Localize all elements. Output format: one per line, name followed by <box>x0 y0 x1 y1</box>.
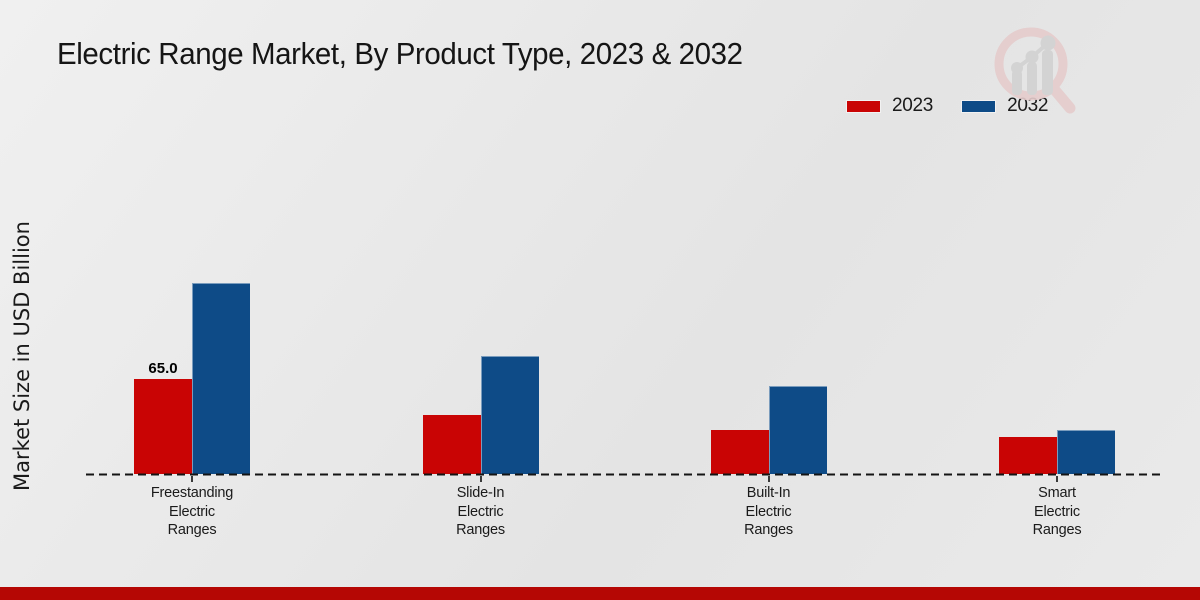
legend-item-2032: 2032 <box>961 95 1048 117</box>
bar-2023-built-in-electric-ranges <box>710 429 769 474</box>
legend-label-2032: 2032 <box>1007 95 1049 116</box>
bar-2023-freestanding-electric-ranges <box>134 378 192 474</box>
bar-2023-slide-in-electric-ranges <box>422 415 481 474</box>
x-axis-baseline <box>86 473 1164 476</box>
legend-label-2023: 2023 <box>892 95 934 116</box>
x-axis-label-built-in-electric-ranges: Built-In Electric Ranges <box>744 485 793 538</box>
bar-data-label-2023-freestanding-electric-ranges: 65.0 <box>148 359 178 377</box>
bar-2023-smart-electric-ranges <box>999 437 1057 474</box>
legend-item-2023: 2023 <box>846 95 933 117</box>
x-axis-label-smart-electric-ranges: Smart Electric Ranges <box>1032 485 1082 538</box>
x-axis-tick-slide-in-electric-ranges <box>479 476 482 482</box>
bar-2032-slide-in-electric-ranges <box>480 356 539 474</box>
legend-swatch-2023 <box>846 99 881 113</box>
x-axis-tick-smart-electric-ranges <box>1056 476 1058 482</box>
x-axis-tick-built-in-electric-ranges <box>767 476 770 482</box>
chart-title: Electric Range Market, By Product Type, … <box>57 36 743 71</box>
bar-2032-freestanding-electric-ranges <box>192 283 250 474</box>
x-axis-tick-freestanding-electric-ranges <box>191 476 193 482</box>
footer-bar <box>0 587 1200 600</box>
legend: 2023 2032 <box>846 95 1048 117</box>
x-axis-label-freestanding-electric-ranges: Freestanding Electric Ranges <box>150 485 234 538</box>
brand-watermark-logo <box>994 27 1076 114</box>
x-axis-label-slide-in-electric-ranges: Slide-In Electric Ranges <box>456 485 505 538</box>
bar-2032-built-in-electric-ranges <box>768 385 827 474</box>
legend-swatch-2032 <box>961 99 997 113</box>
bar-2032-smart-electric-ranges <box>1057 429 1115 474</box>
